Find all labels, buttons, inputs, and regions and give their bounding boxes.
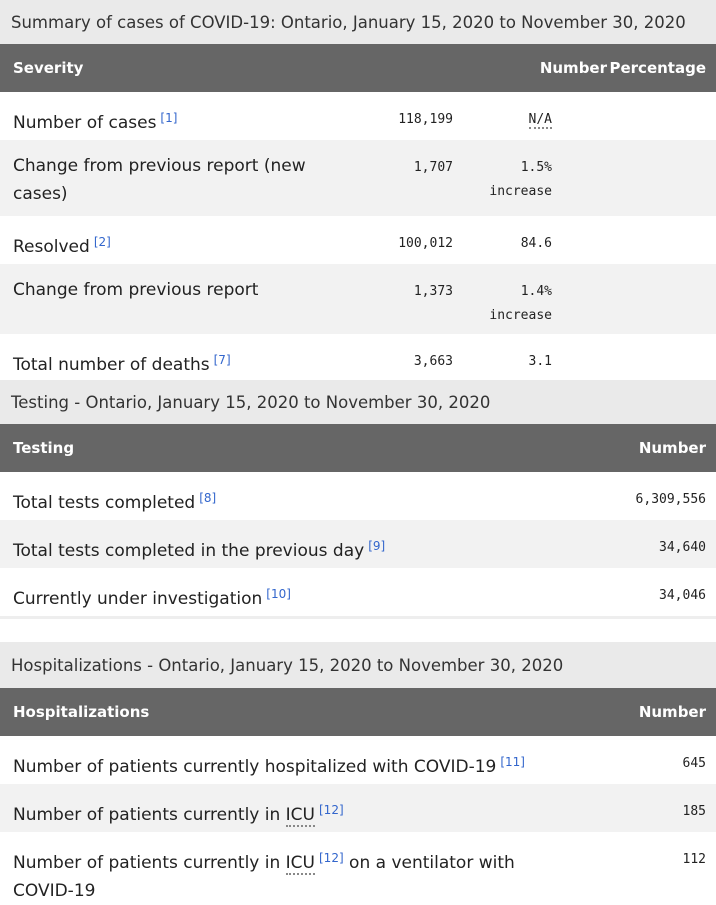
text: Number of patients currently in (13, 853, 281, 873)
reference-link[interactable]: [12] (319, 803, 344, 817)
text: increase (489, 184, 552, 199)
reference-link[interactable]: [9] (368, 539, 386, 553)
table-caption: Hospitalizations - Ontario, January 15, … (0, 642, 716, 688)
row-label: Resolved [2] (0, 216, 333, 264)
abbreviation: N/A (528, 112, 552, 129)
table: Hospitalizations - Ontario, January 15, … (0, 642, 716, 901)
table-row: Number of patients currently in ICU [12] … (0, 832, 716, 901)
header-cell: Number (638, 439, 706, 457)
header-row: Hospitalizations Number (0, 688, 716, 736)
row-label: Change from previous report (0, 264, 333, 334)
number-cell: 3,663 (413, 354, 453, 369)
percentage-cell: 84.6 (453, 216, 562, 264)
text: Number of patients currently in (13, 805, 281, 825)
number-cell: 34,046 (659, 588, 706, 603)
reference-link[interactable]: [10] (266, 587, 291, 601)
table-row: Total number of deaths [7] 3,663 3.1 (0, 334, 716, 380)
number-cell: 185 (682, 804, 706, 819)
percentage-text: 3.1 (453, 350, 552, 374)
row-label: Currently under investigation [10] (0, 568, 566, 616)
percentage-text: increase (453, 304, 552, 328)
header-cell: Number (638, 703, 706, 721)
number-cell: 34,640 (659, 540, 706, 555)
text: 84.6 (520, 236, 552, 251)
reference-link[interactable]: [11] (500, 755, 525, 769)
header-cell: Severity (13, 59, 84, 77)
table-row: Total tests completed [8] 6,309,556 (0, 472, 716, 520)
reference-link[interactable]: [2] (93, 235, 111, 249)
table-caption: Testing - Ontario, January 15, 2020 to N… (0, 380, 716, 424)
text: Number of cases (13, 113, 157, 133)
number-cell: 1,373 (413, 284, 453, 299)
percentage-cell: 3.1 (453, 334, 562, 380)
text: Total tests completed in the previous da… (13, 541, 365, 561)
header-cell: Hospitalizations (13, 703, 150, 721)
reference-link[interactable]: [12] (319, 851, 344, 865)
text: 1.5% (520, 160, 552, 175)
table-row: Change from previous report 1,373 1.4% incr… (0, 264, 716, 334)
text: Change from previous report (new cases) (13, 156, 306, 204)
table-row: Total tests completed in the previous da… (0, 520, 716, 568)
percentage-cell: N/A (453, 92, 562, 140)
table-row: Currently under investigation [10] 34,046 (0, 568, 716, 616)
number-cell: 645 (682, 756, 706, 771)
header-cell: Number (539, 59, 607, 77)
table-row: Resolved [2] 100,012 84.6 (0, 216, 716, 264)
text: 3.1 (528, 354, 552, 369)
table-row: Number of patients currently hospitalize… (0, 736, 716, 784)
percentage-text: 84.6 (453, 232, 552, 256)
header-row: Severity Number Percentage (0, 44, 716, 92)
percentage-text: increase (453, 180, 552, 204)
row-label: Total number of deaths [7] (0, 334, 333, 380)
table: Summary of cases of COVID-19: Ontario, J… (0, 0, 716, 380)
abbreviation: ICU (285, 853, 315, 875)
percentage-cell: 1.4% increase (453, 264, 562, 334)
number-cell: 1,707 (413, 160, 453, 175)
table-row: Change from previous report (new cases) 1… (0, 140, 716, 216)
row-label: Number of patients currently hospitalize… (0, 736, 566, 784)
header-cell: Percentage (609, 59, 706, 77)
header-cell: Testing (13, 439, 75, 457)
header-row: Testing Number (0, 424, 716, 472)
percentage-text: 1.5% (453, 156, 552, 180)
text: Change from previous report (13, 280, 259, 300)
number-cell: 100,012 (398, 236, 453, 251)
table-row: Number of cases [1] 118,199 N/A (0, 92, 716, 140)
spacer (0, 616, 716, 642)
text: Number of patients currently hospitalize… (13, 757, 497, 777)
row-label: Number of patients currently in ICU [12] … (0, 832, 566, 901)
number-cell: 112 (682, 852, 706, 867)
number-cell: 6,309,556 (635, 492, 706, 507)
text: Resolved (13, 237, 90, 257)
reference-link[interactable]: [7] (213, 353, 231, 367)
table-row: Number of patients currently in ICU [12] 1… (0, 784, 716, 832)
table-caption: Summary of cases of COVID-19: Ontario, J… (0, 0, 716, 44)
text: Total number of deaths (13, 355, 210, 375)
percentage-cell: 1.5% increase (453, 140, 562, 216)
row-label: Number of patients currently in ICU [12] (0, 784, 566, 832)
row-label: Total tests completed in the previous da… (0, 520, 566, 568)
reference-link[interactable]: [8] (199, 491, 217, 505)
percentage-text: 1.4% (453, 280, 552, 304)
row-label: Number of cases [1] (0, 92, 333, 140)
reference-link[interactable]: [1] (160, 111, 178, 125)
number-cell: 118,199 (398, 112, 453, 127)
text: 1.4% (520, 284, 552, 299)
text: Total tests completed (13, 493, 196, 513)
percentage-text: N/A (453, 108, 552, 132)
row-label: Change from previous report (new cases) (0, 140, 333, 216)
text: Currently under investigation (13, 589, 263, 609)
row-label: Total tests completed [8] (0, 472, 566, 520)
text: increase (489, 308, 552, 323)
table: Testing - Ontario, January 15, 2020 to N… (0, 380, 716, 616)
abbreviation: ICU (285, 805, 315, 827)
